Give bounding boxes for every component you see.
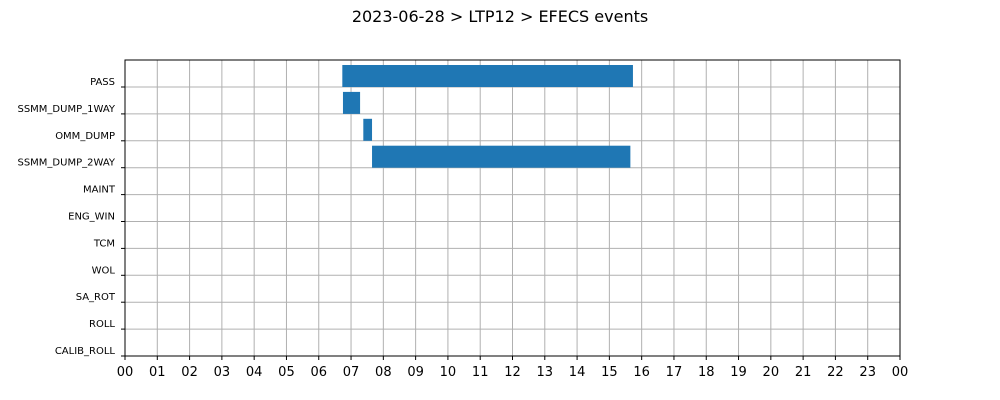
y-tick-label: CALIB_ROLL: [55, 346, 116, 357]
y-tick-label: OMM_DUMP: [55, 131, 115, 142]
x-tick-label: 00: [117, 365, 134, 380]
x-tick-label: 09: [407, 365, 424, 380]
x-tick-label: 20: [763, 365, 780, 380]
y-tick-label: WOL: [92, 265, 116, 276]
x-tick-label: 19: [730, 365, 747, 380]
x-tick-label: 08: [375, 365, 392, 380]
x-tick-label: 10: [440, 365, 457, 380]
x-tick-label: 23: [859, 365, 876, 380]
x-tick-label: 22: [827, 365, 844, 380]
x-tick-label: 04: [246, 365, 263, 380]
x-tick-label: 06: [310, 365, 327, 380]
x-tick-label: 07: [343, 365, 360, 380]
x-tick-label: 05: [278, 365, 295, 380]
y-tick-label: ROLL: [89, 319, 115, 330]
y-tick-label: SA_ROT: [76, 292, 116, 303]
x-axis-ticks: 00 01 02 03 04 05 06 07 08 09 10 11 12 13 14 15 16 17 18 19…: [117, 356, 909, 380]
event-bars: [342, 65, 633, 168]
y-tick-label: TCM: [93, 238, 115, 249]
x-tick-label: 18: [698, 365, 715, 380]
x-tick-label: 12: [504, 365, 521, 380]
y-axis-ticks: PASS SSMM_DUMP_1WAY OMM_DUMP SSMM_DUMP_2WAY…: [17, 77, 125, 357]
y-tick-label: ENG_WIN: [68, 212, 115, 223]
y-tick-label: MAINT: [83, 185, 116, 196]
x-tick-label: 16: [633, 365, 650, 380]
x-tick-label: 21: [795, 365, 812, 380]
y-tick-label: SSMM_DUMP_2WAY: [17, 158, 115, 169]
x-tick-label: 03: [214, 365, 231, 380]
x-tick-label: 17: [666, 365, 683, 380]
x-tick-label: 15: [601, 365, 618, 380]
x-tick-label: 13: [537, 365, 554, 380]
grid-lines: [124, 60, 901, 356]
x-tick-label: 02: [181, 365, 198, 380]
x-tick-label: 01: [149, 365, 166, 380]
y-tick-label: PASS: [90, 77, 115, 88]
event-bar-ssmm-dump-2way: [372, 145, 631, 168]
x-tick-label: 14: [569, 365, 586, 380]
y-tick-label: SSMM_DUMP_1WAY: [17, 104, 115, 115]
event-bar-ssmm-dump-1way: [342, 91, 361, 114]
x-tick-label: 00: [892, 365, 909, 380]
chart-title: 2023-06-28 > LTP12 > EFECS events: [352, 7, 648, 26]
event-bar-omm-dump: [363, 118, 373, 141]
event-bar-pass: [342, 65, 633, 87]
x-tick-label: 11: [472, 365, 489, 380]
